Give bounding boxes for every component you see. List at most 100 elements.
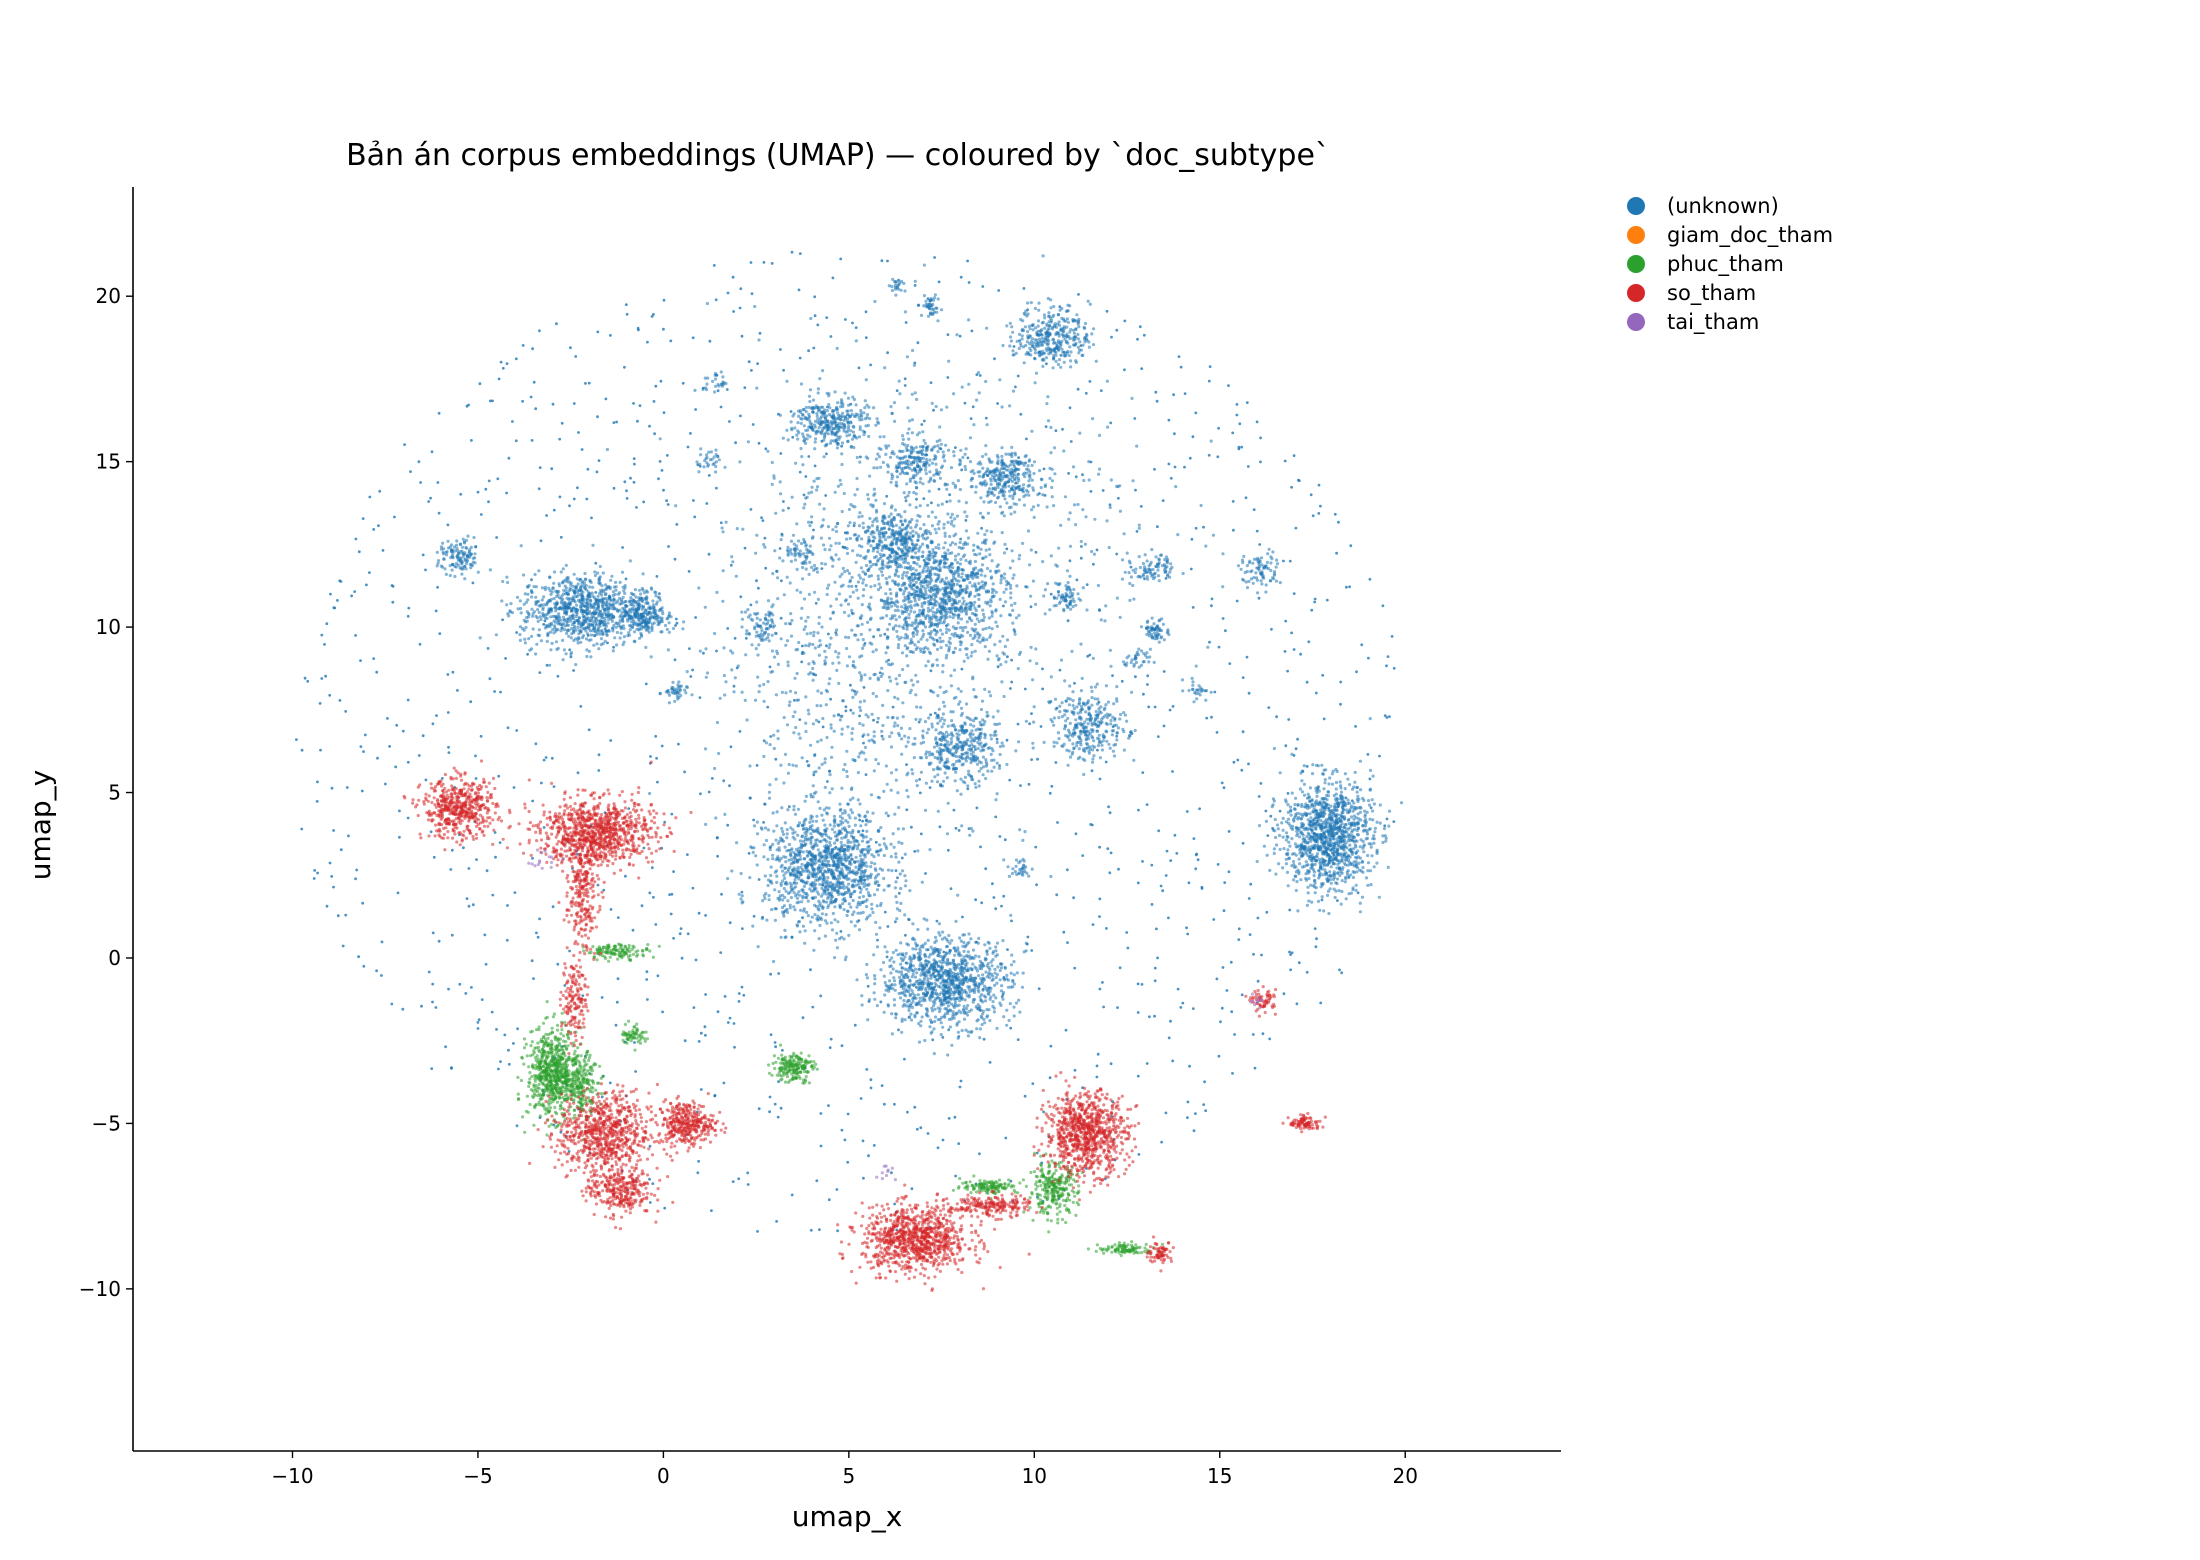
data-point [470,439,473,442]
data-point [451,849,454,852]
data-point [949,583,952,586]
data-point [1188,1065,1191,1068]
data-point [1101,981,1104,984]
data-point [669,340,672,343]
data-point [822,726,825,729]
data-point [905,808,908,811]
data-point [932,474,935,477]
data-point [377,524,380,527]
data-point [555,640,558,643]
data-point [612,624,615,627]
data-point [769,1096,772,1099]
data-point [1042,359,1045,362]
data-point [515,439,518,442]
data-point [919,527,922,530]
data-point [360,745,363,748]
data-point [994,501,997,504]
data-point [791,414,794,417]
data-point [494,856,497,859]
data-point [589,580,592,583]
data-point [599,629,602,632]
data-point [918,598,921,601]
data-point [915,506,918,509]
data-point [694,616,697,619]
data-point [590,633,593,636]
data-point [362,965,365,968]
data-point [894,563,897,566]
data-point [644,646,647,649]
data-point [883,633,886,636]
data-point [491,1011,494,1014]
data-point [1232,500,1235,503]
data-point [1070,440,1073,443]
data-point [796,421,799,424]
data-point [840,452,843,455]
data-point [613,636,616,639]
data-point [1184,392,1187,395]
data-point [565,564,568,567]
data-point [1117,868,1120,871]
data-point [619,581,622,584]
data-point [432,932,435,935]
data-point [1369,778,1372,781]
data-point [1192,1007,1195,1010]
data-point [1014,486,1017,489]
data-point [879,1001,882,1004]
data-point [585,617,588,620]
data-point [1218,646,1221,649]
data-point [1026,351,1029,354]
data-point [599,565,602,568]
data-point [553,619,556,622]
data-point [306,680,309,683]
data-point [905,527,908,530]
data-point [1249,883,1252,886]
data-point [519,599,522,602]
data-point [485,963,488,966]
data-point [1092,327,1095,330]
data-point [1140,505,1143,508]
data-point [1090,332,1093,335]
data-point [1076,579,1079,582]
data-point [905,587,908,590]
data-point [518,633,521,636]
data-point [954,555,957,558]
data-point [954,558,957,561]
data-point [1011,487,1014,490]
data-point [727,292,730,295]
data-point [652,896,655,899]
data-point [877,574,880,577]
data-point [907,601,910,604]
data-point [638,627,641,630]
data-point [1236,759,1239,762]
data-point [576,626,579,629]
data-point [1167,917,1170,920]
data-point [593,596,596,599]
data-point [799,252,802,255]
data-point [1014,386,1017,389]
data-point [573,573,576,576]
data-point [1036,493,1039,496]
data-point [697,1160,700,1163]
data-point [841,1044,844,1047]
data-point [593,570,596,573]
data-point [957,608,960,611]
data-point [530,595,533,598]
data-point [601,599,604,602]
data-point [674,558,677,561]
data-point [648,892,651,895]
data-point [1017,468,1020,471]
data-point [901,535,904,538]
data-point [1057,363,1060,366]
data-point [1286,670,1289,673]
data-point [1153,468,1156,471]
data-point [1319,1002,1322,1005]
data-point [420,1005,423,1008]
data-point [461,568,464,571]
data-point [497,775,500,778]
data-point [1190,568,1193,571]
data-point [806,437,809,440]
data-point [903,583,906,586]
data-point [1194,867,1197,870]
data-point [881,545,884,548]
data-point [1321,899,1324,902]
